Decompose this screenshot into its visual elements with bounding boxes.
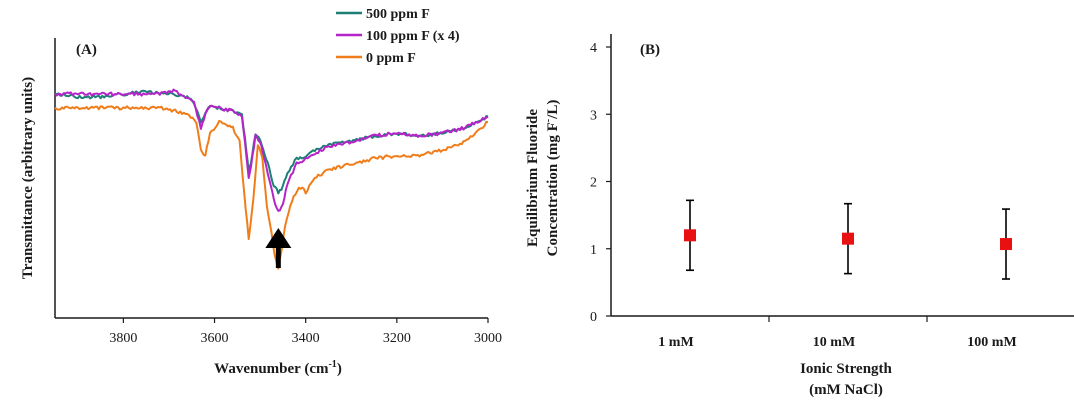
legend-label: 500 ppm F: [366, 7, 430, 22]
arrow-head: [265, 228, 292, 248]
panel-b-category-label: 100 mM: [967, 335, 1016, 350]
panel-b-x-axis-title: Ionic Strength: [800, 361, 892, 377]
panel-b-data-point: [1000, 238, 1012, 251]
panel-b-y-title-line1: Equilibrium Fluoride: [525, 109, 541, 247]
panel-b-category-label: 10 mM: [813, 335, 855, 350]
panel-b-y-tick-label: 0: [590, 310, 597, 325]
panel-b-x-ticks: 1 mM 10 mM 100 mM: [658, 316, 1017, 350]
panel-b-y-tick-label: 1: [590, 243, 597, 258]
panel-b-data-point: [684, 229, 696, 242]
panel-a-label: (A): [76, 42, 97, 58]
panel-b-y-ticks: 0 1 2 3 4: [590, 41, 611, 325]
panel-b-y-title-line2: Concentration (mg F-/L): [543, 100, 561, 257]
panel-a-series-line: [54, 89, 489, 195]
panel-a-x-tick-label: 3600: [201, 331, 229, 346]
panel-a-series-line: [54, 88, 489, 212]
panel-a-arrow: [265, 228, 292, 268]
panel-b-category-label: 1 mM: [658, 335, 693, 350]
panel-a-legend: 500 ppm F 100 ppm F (x 4) 0 ppm F: [336, 7, 460, 66]
panel-a-series-line: [54, 105, 489, 270]
panel-a-series: [54, 88, 489, 270]
panel-a-x-ticks: 3800 3600 3400 3200 3000: [109, 318, 502, 346]
panel-a-x-tick-label: 3400: [292, 331, 320, 346]
legend-label: 100 ppm F (x 4): [366, 29, 460, 44]
panel-a-y-axis-title: Transmittance (arbitrary units): [20, 77, 36, 279]
panel-b-y-axis-title: Equilibrium Fluoride Concentration (mg F…: [525, 100, 561, 257]
panel-b-label: (B): [640, 42, 660, 58]
panel-a-x-tick-label: 3200: [383, 331, 411, 346]
panel-b-y-tick-label: 4: [590, 41, 597, 56]
panel-b-y-tick-label: 3: [590, 108, 597, 123]
panel-a-x-tick-label: 3800: [109, 331, 137, 346]
legend-label: 0 ppm F: [366, 51, 416, 66]
panel-a-x-axis-title: Wavenumber (cm-1): [214, 359, 342, 377]
panel-b-x-axis-subtitle: (mM NaCl): [809, 382, 883, 398]
panel-b-points: [684, 199, 1012, 280]
panel-a: (A) 3800 3600 3400 3200 3000 Wavenumber (cm-…: [20, 7, 502, 377]
panel-b-data-point: [842, 232, 854, 245]
panel-a-x-tick-label: 3000: [474, 331, 502, 346]
panel-b-y-tick-label: 2: [590, 176, 597, 191]
panel-b: (B) 0 1 2 3 4 1 mM 10 mM 100 mM Ionic Strength…: [525, 34, 1074, 398]
